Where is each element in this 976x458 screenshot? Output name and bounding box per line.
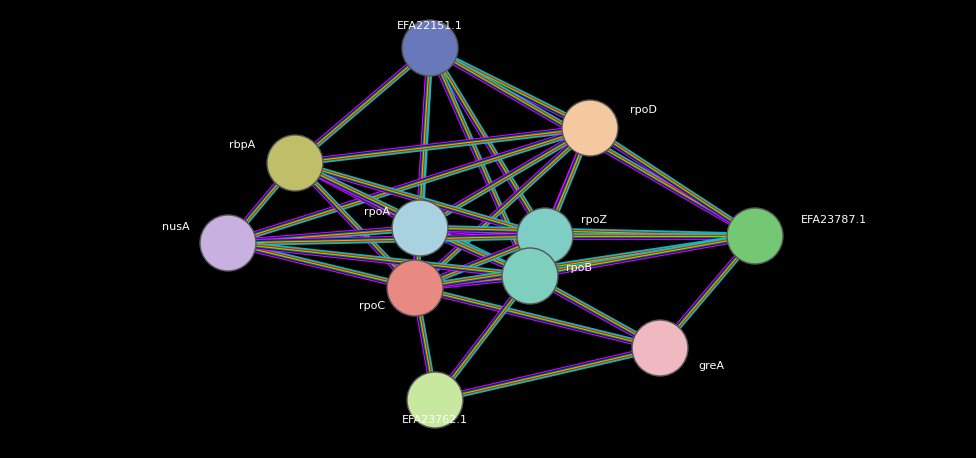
Circle shape <box>562 100 618 156</box>
Text: rpoC: rpoC <box>359 301 385 311</box>
Circle shape <box>387 260 443 316</box>
Text: rpoD: rpoD <box>630 105 657 115</box>
Circle shape <box>727 208 783 264</box>
Text: rpoZ: rpoZ <box>581 215 607 225</box>
Text: EFA23762.1: EFA23762.1 <box>402 415 468 425</box>
Text: rpoB: rpoB <box>566 263 592 273</box>
Text: rbpA: rbpA <box>228 140 255 150</box>
Text: nusA: nusA <box>162 222 190 232</box>
Circle shape <box>632 320 688 376</box>
Text: greA: greA <box>698 361 724 371</box>
Circle shape <box>402 20 458 76</box>
Circle shape <box>267 135 323 191</box>
Text: rpoA: rpoA <box>364 207 390 217</box>
Circle shape <box>200 215 256 271</box>
Circle shape <box>502 248 558 304</box>
Circle shape <box>392 200 448 256</box>
Circle shape <box>517 208 573 264</box>
Circle shape <box>407 372 463 428</box>
Text: EFA22151.1: EFA22151.1 <box>397 21 463 31</box>
Text: EFA23787.1: EFA23787.1 <box>801 215 867 225</box>
